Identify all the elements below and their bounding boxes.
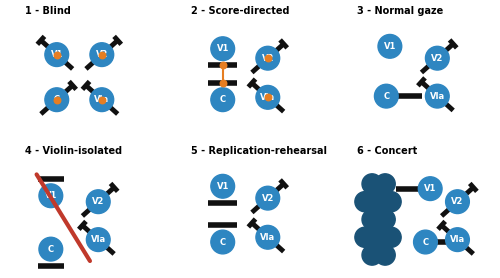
Text: V1: V1 <box>216 182 229 191</box>
Circle shape <box>256 186 280 210</box>
Circle shape <box>426 46 449 70</box>
Text: V1: V1 <box>216 44 229 53</box>
Circle shape <box>45 43 68 66</box>
Circle shape <box>90 88 114 111</box>
Text: C: C <box>220 95 226 104</box>
Circle shape <box>381 227 401 247</box>
Circle shape <box>39 237 62 261</box>
Text: V2: V2 <box>96 50 108 59</box>
Circle shape <box>45 88 68 111</box>
Point <box>98 98 106 102</box>
Circle shape <box>256 85 280 109</box>
Text: V2: V2 <box>431 54 444 63</box>
Circle shape <box>446 190 469 214</box>
Point <box>218 81 226 85</box>
Circle shape <box>211 230 234 254</box>
Point <box>98 53 106 57</box>
Circle shape <box>375 174 395 194</box>
Text: 5 - Replication-rehearsal: 5 - Replication-rehearsal <box>190 146 326 156</box>
Text: V1: V1 <box>384 42 396 51</box>
Text: C: C <box>220 237 226 247</box>
Text: Vla: Vla <box>430 92 445 101</box>
Circle shape <box>375 245 395 265</box>
Text: V2: V2 <box>262 194 274 203</box>
Text: Vla: Vla <box>450 235 465 244</box>
Circle shape <box>381 192 401 212</box>
Text: 6 - Concert: 6 - Concert <box>356 146 417 156</box>
Text: C: C <box>48 245 54 254</box>
Text: V2: V2 <box>262 54 274 63</box>
Circle shape <box>426 84 449 108</box>
Circle shape <box>256 225 280 249</box>
Point <box>218 63 226 68</box>
Text: 2 - Score-directed: 2 - Score-directed <box>190 6 289 16</box>
Circle shape <box>362 174 382 194</box>
Circle shape <box>414 230 438 254</box>
Text: Vla: Vla <box>260 233 276 242</box>
Circle shape <box>86 228 110 252</box>
Text: V1: V1 <box>50 50 63 59</box>
Circle shape <box>39 184 62 208</box>
Circle shape <box>355 227 375 247</box>
Circle shape <box>368 192 388 212</box>
Circle shape <box>211 37 234 61</box>
Point <box>264 95 272 100</box>
Text: V1: V1 <box>424 184 436 193</box>
Circle shape <box>90 43 114 66</box>
Text: Vla: Vla <box>90 235 106 244</box>
Text: C: C <box>54 95 60 104</box>
Circle shape <box>211 88 234 111</box>
Text: 4 - Violin-isolated: 4 - Violin-isolated <box>24 146 122 156</box>
Circle shape <box>446 228 469 252</box>
Circle shape <box>355 192 375 212</box>
Point <box>264 56 272 60</box>
Text: V1: V1 <box>44 191 57 200</box>
Point <box>53 98 61 102</box>
Circle shape <box>362 209 382 230</box>
Text: V2: V2 <box>92 197 104 206</box>
Text: Vla: Vla <box>94 95 110 104</box>
Text: C: C <box>384 92 390 101</box>
Circle shape <box>256 46 280 70</box>
Circle shape <box>418 177 442 200</box>
Point <box>53 53 61 57</box>
Circle shape <box>362 245 382 265</box>
Circle shape <box>375 209 395 230</box>
Circle shape <box>374 84 398 108</box>
Text: C: C <box>422 237 428 247</box>
Circle shape <box>211 174 234 198</box>
Circle shape <box>368 227 388 247</box>
Text: Vla: Vla <box>260 93 276 102</box>
Text: 1 - Blind: 1 - Blind <box>24 6 70 16</box>
Text: V2: V2 <box>452 197 464 206</box>
Circle shape <box>86 190 110 214</box>
Text: 3 - Normal gaze: 3 - Normal gaze <box>356 6 443 16</box>
Circle shape <box>378 34 402 58</box>
